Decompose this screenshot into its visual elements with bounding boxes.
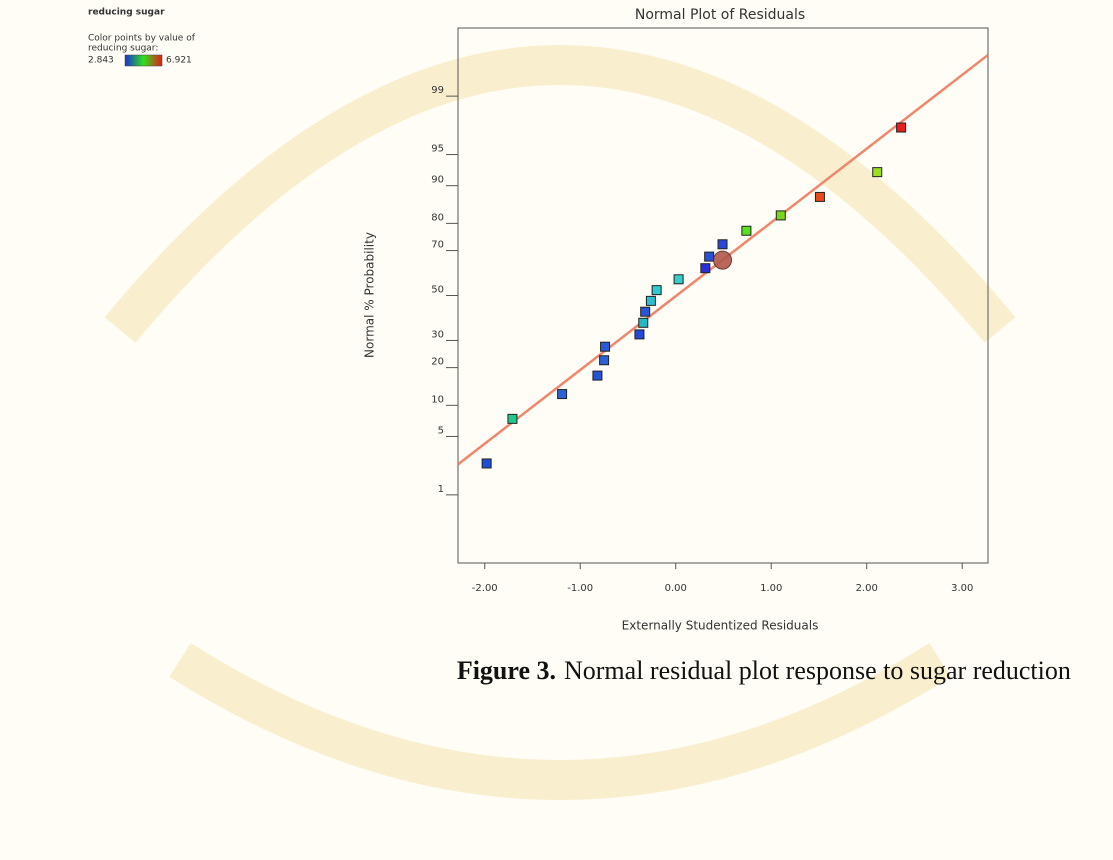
point <box>558 390 567 399</box>
point <box>776 211 785 220</box>
point <box>641 307 650 316</box>
y-tick-label: 5 <box>438 425 444 436</box>
panel-note: reducing sugar: <box>88 44 158 54</box>
y-tick-label: 1 <box>438 484 444 495</box>
caption-text: Normal residual plot response to sugar r… <box>564 656 1071 685</box>
x-tick-label: 1.00 <box>760 583 782 594</box>
page: reducing sugar Color points by value of … <box>0 0 1113 856</box>
point <box>508 414 517 423</box>
x-tick-label: 2.00 <box>856 583 878 594</box>
point <box>873 168 882 177</box>
point <box>815 192 824 201</box>
chart-title: Normal Plot of Residuals <box>635 7 805 23</box>
y-tick-label: 10 <box>431 394 444 405</box>
point <box>601 342 610 351</box>
point <box>652 286 661 295</box>
x-axis-label: Externally Studentized Residuals <box>622 619 819 633</box>
panel-note: Color points by value of <box>88 34 196 44</box>
x-tick-label: 0.00 <box>665 583 687 594</box>
caption-label: Figure 3. <box>457 656 556 685</box>
point <box>593 371 602 380</box>
scale-max: 6.921 <box>166 56 192 66</box>
point <box>705 252 714 261</box>
x-tick-label: -1.00 <box>567 583 593 594</box>
y-tick-label: 95 <box>431 144 444 155</box>
y-tick-label: 20 <box>431 357 444 368</box>
point <box>482 459 491 468</box>
highlight-point <box>714 251 732 269</box>
y-tick-label: 30 <box>431 329 444 340</box>
y-tick-label: 99 <box>431 85 444 96</box>
point <box>701 264 710 273</box>
y-tick-label: 70 <box>431 240 444 251</box>
point <box>742 226 751 235</box>
point <box>897 123 906 132</box>
x-tick-label: -2.00 <box>472 583 498 594</box>
point <box>718 240 727 249</box>
scale-min: 2.843 <box>88 56 114 66</box>
y-tick-label: 50 <box>431 285 444 296</box>
point <box>674 275 683 284</box>
point <box>600 356 609 365</box>
x-tick-label: 3.00 <box>951 583 973 594</box>
y-axis-label: Normal % Probability <box>363 232 377 358</box>
point <box>635 330 644 339</box>
y-tick-label: 90 <box>431 175 444 186</box>
color-scale <box>125 55 162 66</box>
y-tick-label: 80 <box>431 212 444 223</box>
point <box>639 318 648 327</box>
point <box>646 296 655 305</box>
panel-title: reducing sugar <box>88 8 165 18</box>
